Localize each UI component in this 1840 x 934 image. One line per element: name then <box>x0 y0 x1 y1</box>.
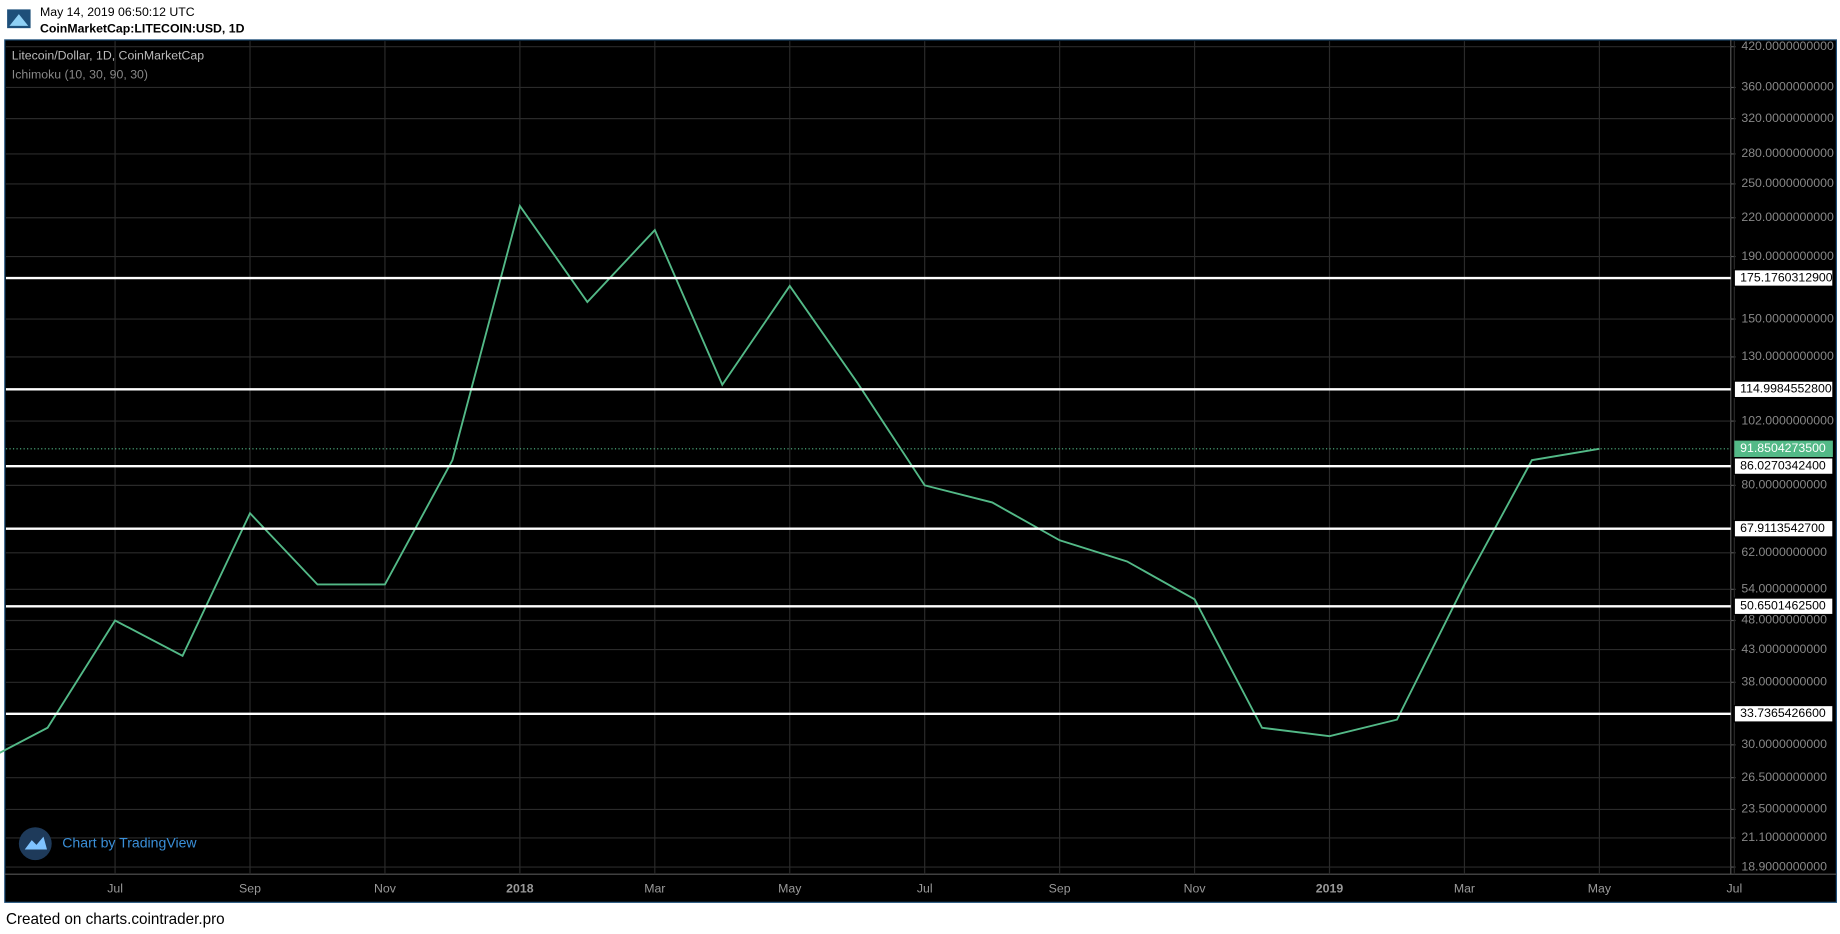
x-tick-label: Nov <box>374 882 397 896</box>
level-label: 86.0270342400 <box>1740 458 1826 472</box>
y-tick-label: 280.0000000000 <box>1741 146 1834 160</box>
x-tick-label: Nov <box>1184 882 1207 896</box>
x-tick-label: 2018 <box>506 882 534 896</box>
chart-area <box>4 39 1837 903</box>
y-tick-label: 220.0000000000 <box>1741 210 1834 224</box>
price-line <box>0 203 1600 754</box>
level-label-box <box>1733 704 1834 723</box>
y-tick-label: 54.0000000000 <box>1741 582 1827 596</box>
x-tick-label: May <box>778 882 802 896</box>
y-tick-label: 48.0000000000 <box>1741 613 1827 627</box>
y-tick-label: 62.0000000000 <box>1741 545 1827 559</box>
x-tick-label: Jul <box>107 882 123 896</box>
level-label-box <box>1733 457 1834 475</box>
level-label-box <box>1733 519 1834 538</box>
y-tick-label: 360.0000000000 <box>1741 80 1834 94</box>
y-tick-label: 80.0000000000 <box>1741 478 1827 492</box>
chart-title: Litecoin/Dollar, 1D, CoinMarketCap <box>12 49 204 63</box>
level-label: 67.9113542700 <box>1740 521 1825 535</box>
level-label: 175.1760312900 <box>1740 270 1833 284</box>
y-tick-label: 43.0000000000 <box>1741 642 1827 656</box>
y-tick-label: 102.0000000000 <box>1741 413 1834 427</box>
x-tick-label: Sep <box>1049 882 1071 896</box>
symbol: CoinMarketCap:LITECOIN:USD, 1D <box>40 22 245 36</box>
x-tick-label: Sep <box>239 882 261 896</box>
level-label: 33.7365426600 <box>1740 706 1826 720</box>
last-price-box <box>1734 440 1833 458</box>
y-tick-label: 30.0000000000 <box>1741 737 1827 751</box>
y-tick-label: 130.0000000000 <box>1741 349 1834 363</box>
y-tick-label: 150.0000000000 <box>1741 311 1834 325</box>
x-tick-label: Jul <box>1726 882 1742 896</box>
last-price-label: 91.8504273500 <box>1740 441 1826 455</box>
x-tick-label: 2019 <box>1316 882 1344 896</box>
y-tick-label: 190.0000000000 <box>1741 249 1834 263</box>
x-tick-label: May <box>1588 882 1612 896</box>
level-label: 114.9984552800 <box>1740 382 1832 396</box>
y-tick-label: 23.5000000000 <box>1741 802 1827 816</box>
level-label-box <box>1733 269 1834 287</box>
y-tick-label: 320.0000000000 <box>1741 111 1834 125</box>
watermark: Chart by TradingView <box>18 827 197 861</box>
y-tick-label: 38.0000000000 <box>1741 675 1827 689</box>
y-tick-label: 250.0000000000 <box>1741 176 1834 190</box>
indicator-label: Ichimoku (10, 30, 90, 30) <box>12 67 148 81</box>
y-tick-label: 18.9000000000 <box>1741 859 1827 873</box>
x-tick-label: Mar <box>1454 882 1475 896</box>
y-tick-label: 26.5000000000 <box>1741 770 1827 784</box>
level-label-box <box>1733 597 1834 616</box>
y-tick-label: 420.0000000000 <box>1741 39 1834 53</box>
x-tick-label: Jul <box>917 882 933 896</box>
timestamp: May 14, 2019 06:50:12 UTC <box>40 5 195 19</box>
x-tick-label: Mar <box>644 882 665 896</box>
watermark-text: Chart by TradingView <box>62 834 197 850</box>
level-label: 50.6501462500 <box>1740 599 1826 613</box>
footer: Created on charts.cointrader.pro <box>6 911 225 928</box>
level-label-box <box>1733 380 1834 399</box>
logo <box>7 9 31 29</box>
y-tick-label: 21.1000000000 <box>1741 830 1827 844</box>
